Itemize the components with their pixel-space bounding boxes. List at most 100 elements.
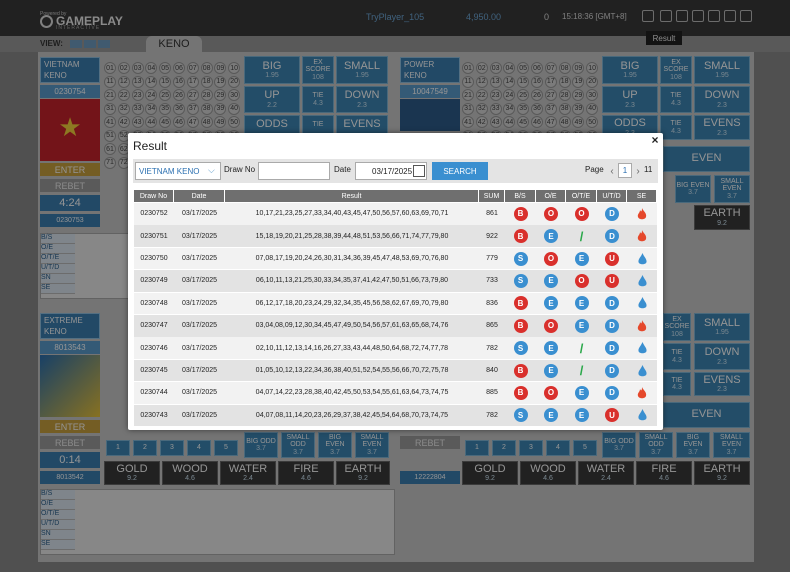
bet-button[interactable]: 3 xyxy=(519,440,543,456)
ball[interactable]: 48 xyxy=(200,116,213,128)
ball[interactable]: 03 xyxy=(131,62,144,74)
page-input[interactable]: 1 xyxy=(618,163,632,178)
ball[interactable]: 14 xyxy=(145,75,158,88)
bet-button[interactable]: EX SCORE 108 xyxy=(302,56,334,84)
ball[interactable]: 48 xyxy=(558,116,571,128)
ball[interactable]: 08 xyxy=(200,62,213,74)
bet-button[interactable]: SMALL 1.95 xyxy=(336,56,388,84)
bet-button[interactable]: FIRE 4.6 xyxy=(278,461,334,485)
bet-button[interactable]: EVENS 2.3 xyxy=(694,115,750,140)
ball[interactable]: 30 xyxy=(228,89,241,101)
bet-button[interactable]: SMALL EVEN 3.7 xyxy=(714,175,750,203)
ball[interactable]: 36 xyxy=(531,102,543,115)
bet-button[interactable]: 3 xyxy=(160,440,184,456)
enter-button[interactable]: ENTER xyxy=(40,163,100,176)
ball[interactable]: 46 xyxy=(531,116,543,128)
ball[interactable]: 41 xyxy=(104,116,116,128)
toolbar-icon[interactable] xyxy=(740,10,752,22)
ball[interactable]: 21 xyxy=(462,89,474,101)
ball[interactable]: 02 xyxy=(475,62,488,74)
bet-button[interactable]: DOWN 2.3 xyxy=(694,343,750,370)
ball[interactable]: 15 xyxy=(517,75,530,88)
ball[interactable]: 28 xyxy=(200,89,213,101)
bet-button[interactable]: 4 xyxy=(187,440,211,456)
ball[interactable]: 08 xyxy=(558,62,571,74)
ball[interactable]: 31 xyxy=(462,102,474,115)
ball[interactable]: 39 xyxy=(214,102,227,115)
ball[interactable]: 05 xyxy=(159,62,172,74)
ball[interactable]: 01 xyxy=(104,62,116,74)
ball[interactable]: 19 xyxy=(572,75,585,88)
ball[interactable]: 13 xyxy=(131,75,144,88)
date-input[interactable]: 03/17/2025 xyxy=(355,162,427,180)
previous-draw[interactable]: 8013542 xyxy=(40,471,100,484)
ball[interactable]: 06 xyxy=(531,62,543,74)
bet-button[interactable]: 4 xyxy=(546,440,570,456)
ball[interactable]: 26 xyxy=(173,89,185,101)
ball[interactable]: 05 xyxy=(517,62,530,74)
ball[interactable]: 04 xyxy=(503,62,516,74)
enter-button[interactable]: ENTER xyxy=(40,420,100,433)
ball[interactable]: 04 xyxy=(145,62,158,74)
ball[interactable]: 01 xyxy=(462,62,474,74)
bet-button[interactable]: UP 2.2 xyxy=(244,86,300,113)
bet-button[interactable]: TIE xyxy=(302,115,334,135)
ball[interactable]: 50 xyxy=(586,116,599,128)
ball[interactable]: 43 xyxy=(131,116,144,128)
bet-button[interactable]: DOWN 2.3 xyxy=(694,86,750,113)
bet-button[interactable]: BIG ODD 3.7 xyxy=(244,432,278,458)
ball[interactable]: 22 xyxy=(475,89,488,101)
ball[interactable]: 61 xyxy=(104,143,116,155)
bet-button[interactable]: WOOD 4.6 xyxy=(162,461,218,485)
bet-button[interactable]: SMALL ODD 3.7 xyxy=(281,432,315,458)
bet-button[interactable]: WATER 2.4 xyxy=(578,461,634,485)
ball[interactable]: 51 xyxy=(104,129,116,142)
bet-button[interactable]: 5 xyxy=(214,440,238,456)
bet-button[interactable]: DOWN 2.3 xyxy=(336,86,388,113)
bet-button[interactable]: EARTH 9.2 xyxy=(694,205,750,230)
previous-draw[interactable]: 12222804 xyxy=(400,471,460,484)
ball[interactable]: 18 xyxy=(200,75,213,88)
ball[interactable]: 49 xyxy=(214,116,227,128)
ball[interactable]: 18 xyxy=(558,75,571,88)
ball[interactable]: 31 xyxy=(104,102,116,115)
ball[interactable]: 10 xyxy=(228,62,241,74)
bet-button[interactable]: EVENS 2.3 xyxy=(694,372,750,396)
ball[interactable]: 24 xyxy=(145,89,158,101)
bet-button[interactable]: BIG EVEN 3.7 xyxy=(676,432,710,458)
toolbar-icon[interactable] xyxy=(708,10,720,22)
bet-button[interactable]: EVEN xyxy=(663,146,750,172)
ball[interactable]: 39 xyxy=(572,102,585,115)
ball[interactable]: 38 xyxy=(200,102,213,115)
rebet-button[interactable]: REBET xyxy=(400,436,460,449)
ball[interactable]: 15 xyxy=(159,75,172,88)
ball[interactable]: 19 xyxy=(214,75,227,88)
bet-button[interactable]: TIE 4.3 xyxy=(663,343,691,370)
ball[interactable]: 21 xyxy=(104,89,116,101)
bet-button[interactable]: EARTH 9.2 xyxy=(694,461,750,485)
ball[interactable]: 42 xyxy=(475,116,488,128)
ball[interactable]: 14 xyxy=(503,75,516,88)
ball[interactable]: 36 xyxy=(173,102,185,115)
ball[interactable]: 40 xyxy=(586,102,599,115)
bet-button[interactable]: TIE 4.3 xyxy=(660,86,692,113)
ball[interactable]: 17 xyxy=(186,75,199,88)
keno-tab[interactable]: KENO xyxy=(146,36,202,52)
draw-no-input[interactable] xyxy=(258,162,330,180)
view-option[interactable] xyxy=(84,40,96,48)
bet-button[interactable]: TIE 4.3 xyxy=(660,115,692,140)
ball[interactable]: 34 xyxy=(145,102,158,115)
bet-button[interactable]: 1 xyxy=(465,440,489,456)
ball[interactable]: 29 xyxy=(572,89,585,101)
bet-button[interactable]: SMALL EVEN 3.7 xyxy=(355,432,389,458)
ball[interactable]: 26 xyxy=(531,89,543,101)
bet-button[interactable]: SMALL 1.95 xyxy=(694,313,750,341)
toolbar-icon[interactable] xyxy=(660,10,672,22)
close-button[interactable]: × xyxy=(651,133,659,147)
ball[interactable]: 41 xyxy=(462,116,474,128)
ball[interactable]: 10 xyxy=(586,62,599,74)
ball[interactable]: 12 xyxy=(117,75,130,88)
bet-button[interactable]: BIG ODD 3.7 xyxy=(602,432,636,458)
bet-button[interactable]: 2 xyxy=(492,440,516,456)
bet-button[interactable]: GOLD 9.2 xyxy=(462,461,518,485)
